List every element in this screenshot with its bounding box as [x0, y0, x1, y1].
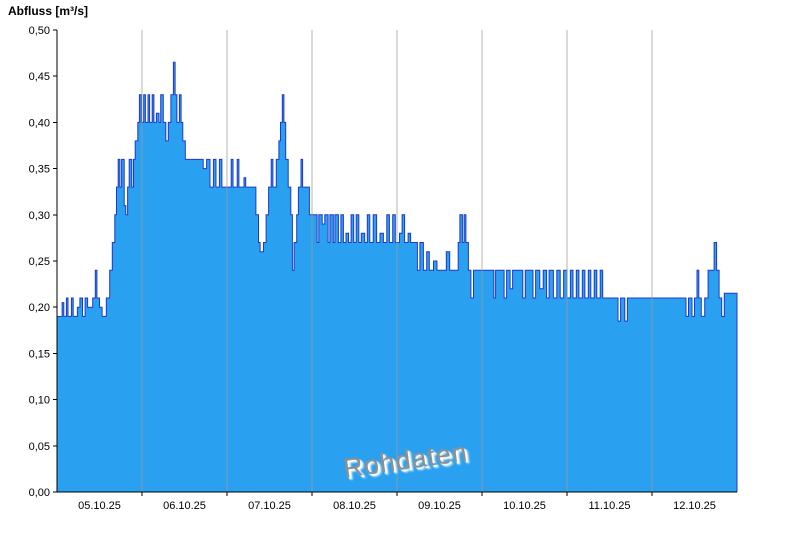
x-tick-label: 09.10.25: [418, 500, 461, 512]
y-tick-label: 0,00: [29, 487, 50, 499]
x-tick-label: 05.10.25: [78, 500, 121, 512]
area-series-outline: [56, 61, 738, 492]
x-tick-label: 06.10.25: [163, 500, 206, 512]
x-tick-label: 12.10.25: [673, 500, 716, 512]
y-tick-label: 0,15: [29, 348, 50, 360]
y-tick-label: 0,45: [29, 71, 50, 83]
x-tick-label: 07.10.25: [248, 500, 291, 512]
x-tick-label: 10.10.25: [503, 500, 546, 512]
y-axis-title: Abfluss [m³/s]: [8, 4, 89, 18]
x-tick-label: 11.10.25: [588, 500, 630, 512]
y-tick-label: 0,35: [29, 164, 50, 176]
y-tick-label: 0,25: [29, 256, 50, 268]
y-tick-label: 0,40: [29, 117, 50, 129]
y-tick-label: 0,20: [29, 302, 50, 314]
y-tick-label: 0,30: [29, 210, 50, 222]
y-tick-label: 0,50: [29, 25, 50, 37]
y-tick-label: 0,10: [29, 395, 50, 407]
y-tick-label: 0,05: [29, 441, 50, 453]
x-tick-label: 08.10.25: [333, 500, 376, 512]
